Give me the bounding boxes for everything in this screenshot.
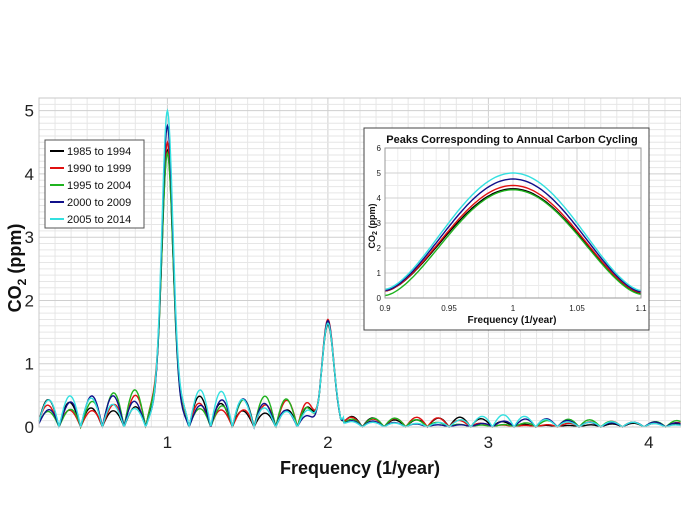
- legend-label: 1985 to 1994: [67, 146, 131, 158]
- inset-x-tick-label: 0.95: [441, 304, 457, 313]
- inset-series-line: [384, 189, 642, 297]
- main-y-tick-label: 0: [25, 418, 34, 437]
- inset-y-axis-label: CO2 (ppm): [367, 204, 379, 249]
- inset-y-label-main: CO: [367, 235, 377, 249]
- inset-y-tick-label: 2: [377, 244, 382, 253]
- inset-y-tick-label: 0: [377, 294, 382, 303]
- inset-y-label-sub: 2: [372, 231, 379, 235]
- main-x-tick-label: 1: [163, 433, 172, 452]
- inset-y-tick-label: 3: [377, 219, 382, 228]
- inset-tick-labels: 0.9 0.95 1 1.05 1.1 0 1 2 3 4 5 6: [377, 144, 648, 313]
- main-y-label-sub: 2: [15, 278, 29, 285]
- inset-y-tick-label: 4: [377, 194, 382, 203]
- legend-label: 1995 to 2004: [67, 180, 131, 192]
- inset-panel: [363, 127, 650, 331]
- inset-x-axis-label: Frequency (1/year): [468, 315, 557, 326]
- main-series-line: [38, 108, 681, 430]
- legend-label: 2005 to 2014: [67, 214, 131, 226]
- legend-label: 2000 to 2009: [67, 197, 131, 209]
- main-series: [38, 108, 681, 430]
- inset-x-tick-label: 1.05: [569, 304, 585, 313]
- inset-x-tick-label: 1.1: [635, 304, 647, 313]
- main-x-tick-label: 3: [484, 433, 493, 452]
- main-y-axis-label: CO2 (ppm): [5, 224, 29, 313]
- main-plot-frame: [38, 97, 681, 428]
- inset-series-line: [384, 184, 642, 294]
- inset-grid: [384, 147, 642, 299]
- main-y-tick-label: 2: [25, 291, 34, 310]
- main-y-label-main: CO: [5, 285, 25, 312]
- main-grid: [38, 97, 681, 428]
- main-y-label-unit: (ppm): [5, 224, 25, 279]
- main-y-tick-label: 1: [25, 355, 34, 374]
- main-tick-labels: 1 2 3 4 0 1 2 3 4 5: [25, 102, 654, 452]
- main-y-tick-label: 5: [25, 102, 34, 121]
- inset-y-label-unit: (ppm): [367, 204, 377, 232]
- legend: 1985 to 1994 1990 to 1999 1995 to 2004 2000…: [44, 139, 145, 229]
- inset-series-line: [384, 178, 642, 293]
- main-x-axis-label: Frequency (1/year): [280, 458, 440, 478]
- inset-title: Peaks Corresponding to Annual Carbon Cyc…: [386, 134, 637, 146]
- inset-y-tick-label: 5: [377, 169, 382, 178]
- inset-series: [384, 172, 642, 297]
- legend-label: 1990 to 1999: [67, 163, 131, 175]
- inset-series-line: [384, 172, 642, 292]
- main-x-tick-label: 2: [323, 433, 332, 452]
- inset-x-tick-label: 0.9: [379, 304, 391, 313]
- inset-y-tick-label: 1: [377, 269, 382, 278]
- main-y-tick-label: 3: [25, 228, 34, 247]
- inset-plot-frame: [384, 147, 642, 299]
- inset-y-tick-label: 6: [377, 144, 382, 153]
- main-y-tick-label: 4: [25, 165, 34, 184]
- main-x-tick-label: 4: [644, 433, 653, 452]
- inset-x-tick-label: 1: [511, 304, 516, 313]
